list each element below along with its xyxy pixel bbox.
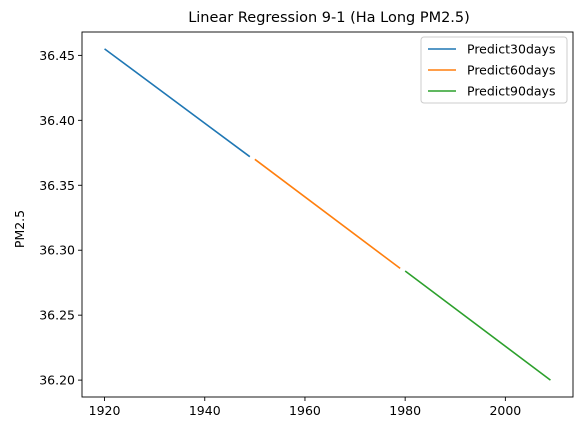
x-tick-label: 1960 (289, 403, 321, 418)
series-line-3 (404, 270, 551, 381)
legend-label-1: Predict30days (467, 42, 555, 57)
x-tick-label: 1920 (89, 403, 121, 418)
chart-title: Linear Regression 9-1 (Ha Long PM2.5) (188, 10, 470, 26)
y-axis-label: PM2.5 (12, 210, 27, 248)
y-tick-label: 36.35 (39, 178, 75, 193)
y-tick-label: 36.20 (39, 373, 75, 388)
y-tick-label: 36.30 (39, 243, 75, 258)
axes-frame (81, 31, 574, 398)
x-tick-label: 1980 (389, 403, 421, 418)
series-line-1 (104, 48, 251, 158)
y-tick-label: 36.40 (39, 113, 75, 128)
plot-area: 1920 1940 1960 1980 2000 36.20 36.25 36.30 36.35… (39, 31, 574, 418)
legend-box (420, 36, 568, 104)
x-tick-label: 1940 (189, 403, 221, 418)
legend: Predict30days Predict60days Predict90days (420, 36, 568, 104)
legend-label-3: Predict90days (467, 84, 555, 99)
series-line-2 (254, 158, 401, 270)
y-tick-label: 36.25 (39, 308, 75, 323)
legend-label-2: Predict60days (467, 63, 555, 78)
x-tick-label: 2000 (489, 403, 521, 418)
y-tick-label: 36.45 (39, 48, 75, 63)
